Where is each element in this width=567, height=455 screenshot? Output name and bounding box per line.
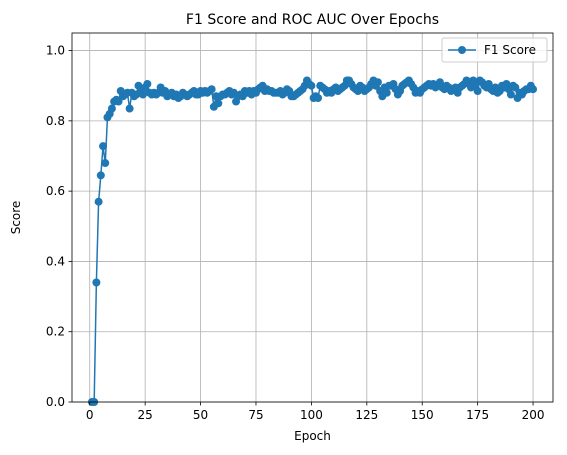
x-tick-label: 200 xyxy=(522,408,545,422)
data-point xyxy=(125,104,134,113)
plot-frame xyxy=(71,32,554,403)
data-point xyxy=(99,142,108,151)
data-point xyxy=(529,85,538,94)
x-tick-label: 0 xyxy=(86,408,94,422)
chart-title: F1 Score and ROC AUC Over Epochs xyxy=(186,12,439,28)
legend-label: F1 Score xyxy=(484,43,536,57)
data-point xyxy=(138,90,147,99)
data-point xyxy=(207,85,216,94)
data-point xyxy=(107,104,116,113)
y-tick-label: 0.2 xyxy=(46,325,65,339)
data-point xyxy=(214,99,223,108)
data-point xyxy=(101,159,110,168)
x-tick-label: 125 xyxy=(355,408,378,422)
x-tick-label: 100 xyxy=(300,408,323,422)
data-point xyxy=(114,97,123,106)
series-layer xyxy=(87,76,538,406)
y-tick-label: 0.0 xyxy=(46,395,65,409)
data-point xyxy=(511,83,520,92)
data-point xyxy=(314,94,323,103)
legend-dot-marker xyxy=(458,46,466,54)
x-axis-label: Epoch xyxy=(294,429,331,443)
data-point xyxy=(94,197,103,206)
x-tick-label: 25 xyxy=(138,408,153,422)
y-tick-label: 0.6 xyxy=(46,184,65,198)
y-tick-label: 0.8 xyxy=(46,114,65,128)
data-point xyxy=(92,278,101,287)
legend: F1 Score xyxy=(441,37,548,63)
data-point xyxy=(382,88,391,97)
x-tick-label: 75 xyxy=(248,408,263,422)
grid xyxy=(72,33,553,403)
data-point xyxy=(473,86,482,95)
data-point xyxy=(143,79,152,88)
data-point xyxy=(307,81,316,90)
legend-box xyxy=(441,37,548,63)
tick-layer: 0 25 50 75 100 125 150 175 200 0.0 0.2 0.4 0.6 0.8 1.0 xyxy=(46,44,545,422)
x-tick-label: 150 xyxy=(411,408,434,422)
data-point xyxy=(96,171,105,180)
y-axis-label: Score xyxy=(9,201,23,235)
x-tick-label: 175 xyxy=(466,408,489,422)
y-tick-label: 1.0 xyxy=(46,44,65,58)
data-point xyxy=(373,78,382,87)
data-point xyxy=(506,90,515,99)
x-tick-label: 50 xyxy=(193,408,208,422)
y-tick-label: 0.4 xyxy=(46,254,65,268)
